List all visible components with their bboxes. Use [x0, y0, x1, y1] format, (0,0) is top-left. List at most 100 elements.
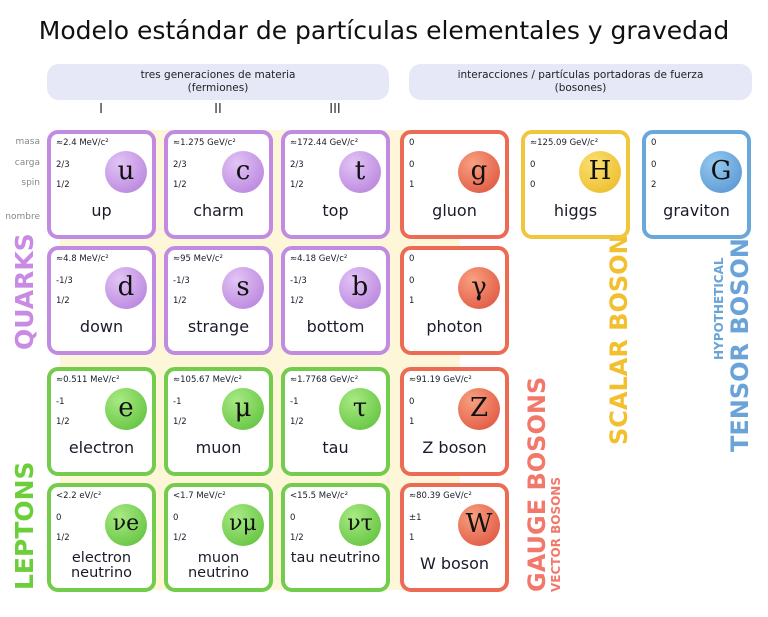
mass-value: ≈95 MeV/c²	[173, 254, 223, 264]
spin-value: 1	[409, 417, 415, 427]
particle-name: higgs	[553, 201, 598, 220]
charge-value: 0	[409, 397, 415, 407]
mass-value: ≈4.18 GeV/c²	[290, 254, 348, 264]
name-row-label: nombre	[5, 212, 40, 222]
charge-value: 0	[290, 513, 296, 523]
charge-value: 0	[173, 513, 179, 523]
generation-1-label: I	[99, 102, 103, 117]
matter-header-line2: (fermiones)	[187, 82, 249, 94]
mass-value: ≈1.275 GeV/c²	[173, 138, 236, 148]
spin-value: 1/2	[173, 180, 187, 190]
charge-value: 2/3	[173, 160, 187, 170]
particle-card-top: ≈172.44 GeV/c² 2/3 1/2 t top	[281, 130, 390, 239]
spin-value: 1/2	[173, 533, 187, 543]
spin-row-label: spin	[21, 178, 40, 188]
forces-header: interacciones / partículas portadoras de…	[409, 64, 752, 100]
spin-value: 1/2	[173, 417, 187, 427]
spin-value: 1/2	[290, 180, 304, 190]
mass-value: ≈172.44 GeV/c²	[290, 138, 359, 148]
particle-name: tau neutrino	[290, 550, 381, 566]
charge-value: -1	[290, 397, 299, 407]
mass-value: ≈80.39 GeV/c²	[409, 491, 472, 501]
particle-card-muon: ≈105.67 MeV/c² -1 1/2 μ muon	[164, 367, 273, 476]
particle-card-w-boson: ≈80.39 GeV/c² ±1 1 W W boson	[400, 483, 509, 592]
mass-value: 0	[409, 254, 415, 264]
forces-header-line2: (bosones)	[554, 82, 607, 94]
page-title: Modelo estándar de partículas elementale…	[38, 16, 730, 45]
charge-value: 0	[409, 276, 415, 286]
mass-value: 0	[651, 138, 657, 148]
particle-name: charm	[193, 201, 244, 220]
particle-symbol-icon: s	[222, 267, 264, 309]
spin-value: 1/2	[173, 296, 187, 306]
charge-value: ±1	[409, 513, 422, 523]
spin-value: 1	[409, 296, 415, 306]
particle-name: photon	[426, 317, 483, 336]
particle-card-strange: ≈95 MeV/c² -1/3 1/2 s strange	[164, 246, 273, 355]
particle-card-z-boson: ≈91.19 GeV/c² 0 1 Z Z boson	[400, 367, 509, 476]
particle-symbol-icon: g	[458, 151, 500, 193]
particle-name: Z boson	[422, 438, 487, 457]
spin-value: 1/2	[56, 296, 70, 306]
charge-value: 0	[409, 160, 415, 170]
particle-symbol-icon: c	[222, 151, 264, 193]
hypothetical-label: HYPOTHETICAL	[712, 257, 726, 360]
mass-value: <15.5 MeV/c²	[290, 491, 349, 501]
particle-card-muon-neutrino: <1.7 MeV/c² 0 1/2 νμ muon neutrino	[164, 483, 273, 592]
particle-symbol-icon: H	[579, 151, 621, 193]
particle-name: strange	[187, 317, 250, 336]
particle-card-photon: 0 0 1 γ photon	[400, 246, 509, 355]
quarks-label: QUARKS	[10, 233, 39, 350]
leptons-label: LEPTONS	[10, 461, 39, 590]
charge-value: -1/3	[56, 276, 73, 286]
generation-3-label: III	[329, 102, 341, 117]
particle-name: muon	[195, 438, 242, 457]
particle-card-electron: ≈0.511 MeV/c² -1 1/2 e electron	[47, 367, 156, 476]
particle-card-down: ≈4.8 MeV/c² -1/3 1/2 d down	[47, 246, 156, 355]
particle-symbol-icon: νμ	[222, 504, 264, 546]
spin-value: 1/2	[56, 417, 70, 427]
particle-name: bottom	[306, 317, 365, 336]
particle-name: down	[79, 317, 124, 336]
particle-symbol-icon: t	[339, 151, 381, 193]
charge-value: -1	[173, 397, 182, 407]
spin-value: 1/2	[290, 417, 304, 427]
particle-card-tau: ≈1.7768 GeV/c² -1 1/2 τ tau	[281, 367, 390, 476]
particle-symbol-icon: μ	[222, 388, 264, 430]
mass-value: ≈0.511 MeV/c²	[56, 375, 120, 385]
mass-value: ≈125.09 GeV/c²	[530, 138, 599, 148]
mass-value: <2.2 eV/c²	[56, 491, 102, 501]
charge-value: 2/3	[56, 160, 70, 170]
particle-symbol-icon: ντ	[339, 504, 381, 546]
particle-card-charm: ≈1.275 GeV/c² 2/3 1/2 c charm	[164, 130, 273, 239]
particle-card-up: ≈2.4 MeV/c² 2/3 1/2 u up	[47, 130, 156, 239]
particle-symbol-icon: W	[458, 504, 500, 546]
gauge-bosons-label: GAUGE BOSONS	[523, 376, 551, 592]
particle-name: electron	[68, 438, 135, 457]
mass-row-label: masa	[15, 137, 41, 147]
mass-value: ≈91.19 GeV/c²	[409, 375, 472, 385]
tensor-bosons-label: TENSOR BOSONS	[726, 220, 754, 452]
spin-value: 1/2	[290, 533, 304, 543]
particle-name: graviton	[663, 201, 730, 220]
particle-symbol-icon: G	[700, 151, 742, 193]
particle-symbol-icon: b	[339, 267, 381, 309]
particle-name: gluon	[432, 201, 477, 220]
particle-name: W boson	[419, 554, 490, 573]
matter-header-line1: tres generaciones de materia	[140, 69, 296, 81]
spin-value: 2	[651, 180, 657, 190]
particle-symbol-icon: τ	[339, 388, 381, 430]
charge-value: -1	[56, 397, 65, 407]
spin-value: 1/2	[56, 533, 70, 543]
particle-symbol-icon: Z	[458, 388, 500, 430]
particle-card-electron-neutrino: <2.2 eV/c² 0 1/2 νe electron neutrino	[47, 483, 156, 592]
particle-name: up	[91, 201, 112, 220]
particle-symbol-icon: u	[105, 151, 147, 193]
matter-header: tres generaciones de materia (fermiones)	[47, 64, 389, 100]
particle-symbol-icon: d	[105, 267, 147, 309]
mass-value: <1.7 MeV/c²	[173, 491, 226, 501]
particle-symbol-icon: νe	[105, 504, 147, 546]
